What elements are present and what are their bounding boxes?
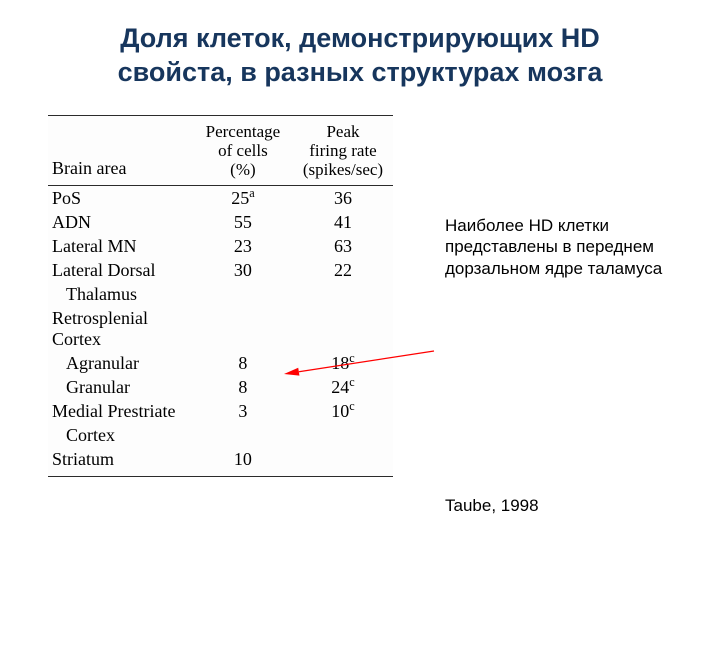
cell-area-cont: Cortex — [48, 423, 193, 447]
cell-pct: 10 — [193, 447, 293, 476]
hd-table: Brain area Percentage of cells (%) Peak … — [48, 115, 393, 477]
table-row: Thalamus — [48, 282, 393, 306]
table-row: Granular824c — [48, 375, 393, 399]
cell-area: Agranular — [48, 351, 193, 375]
table-row: ADN5541 — [48, 210, 393, 234]
h-peak-l3: (spikes/sec) — [303, 160, 383, 179]
table-row: Medial Prestriate310c — [48, 399, 393, 423]
cell-peak: 22 — [293, 258, 393, 282]
cell-pct: 55 — [193, 210, 293, 234]
h-pct-l3: (%) — [230, 160, 255, 179]
cell-peak — [293, 282, 393, 306]
cell-area: ADN — [48, 210, 193, 234]
cell-pct: 8 — [193, 351, 293, 375]
table-row: Agranular818c — [48, 351, 393, 375]
cell-pct — [193, 306, 293, 351]
cell-pct — [193, 423, 293, 447]
cell-peak — [293, 306, 393, 351]
col-header-area: Brain area — [48, 116, 193, 186]
table-row: Lateral Dorsal3022 — [48, 258, 393, 282]
callout-text: Наиболее HD клетки представлены в передн… — [445, 215, 685, 279]
cell-peak: 63 — [293, 234, 393, 258]
col-header-peak: Peak firing rate (spikes/sec) — [293, 116, 393, 186]
table-row: Cortex — [48, 423, 393, 447]
citation: Taube, 1998 — [445, 496, 539, 516]
cell-pct: 25a — [193, 186, 293, 211]
table-row: Lateral MN2363 — [48, 234, 393, 258]
cell-area-cont: Thalamus — [48, 282, 193, 306]
cell-peak — [293, 423, 393, 447]
h-peak-l1: Peak — [326, 122, 359, 141]
h-pct-l1: Percentage — [206, 122, 281, 141]
cell-pct: 8 — [193, 375, 293, 399]
h-peak-l2: firing rate — [309, 141, 377, 160]
cell-area: Granular — [48, 375, 193, 399]
cell-area: Lateral Dorsal — [48, 258, 193, 282]
cell-pct: 23 — [193, 234, 293, 258]
cell-area: Retrosplenial Cortex — [48, 306, 193, 351]
col-header-pct: Percentage of cells (%) — [193, 116, 293, 186]
cell-peak — [293, 447, 393, 476]
cell-peak: 18c — [293, 351, 393, 375]
cell-peak: 41 — [293, 210, 393, 234]
table-row: Striatum10 — [48, 447, 393, 476]
cell-pct: 3 — [193, 399, 293, 423]
cell-peak: 36 — [293, 186, 393, 211]
cell-area: PoS — [48, 186, 193, 211]
cell-area: Medial Prestriate — [48, 399, 193, 423]
cell-area: Striatum — [48, 447, 193, 476]
page-title: Доля клеток, демонстрирующих HD свойста,… — [40, 22, 680, 90]
title-line-2: свойста, в разных структурах мозга — [118, 57, 603, 87]
cell-pct: 30 — [193, 258, 293, 282]
title-line-1: Доля клеток, демонстрирующих HD — [120, 23, 600, 53]
h-pct-l2: of cells — [218, 141, 268, 160]
cell-peak: 24c — [293, 375, 393, 399]
cell-pct — [193, 282, 293, 306]
cell-area: Lateral MN — [48, 234, 193, 258]
table-row: PoS25a36 — [48, 186, 393, 211]
table-row: Retrosplenial Cortex — [48, 306, 393, 351]
col-header-area-text: Brain area — [52, 158, 126, 178]
cell-peak: 10c — [293, 399, 393, 423]
